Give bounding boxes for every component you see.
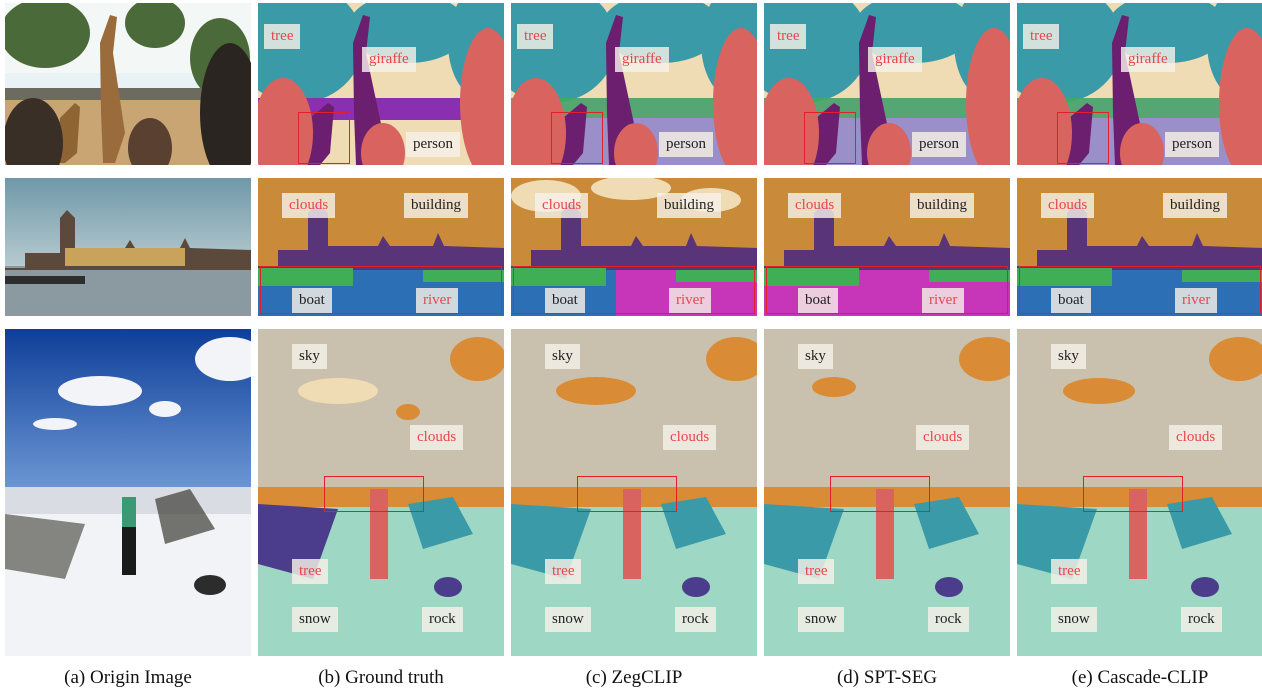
- label-snow-zegclip-rock: rock: [675, 607, 716, 632]
- label-snow-gt-tree: tree: [292, 559, 329, 584]
- highlight-box-snow-sptseg: [830, 476, 930, 512]
- highlight-box-london-gt: [260, 266, 502, 314]
- label-london-zegclip-building: building: [657, 193, 722, 218]
- label-london-cascade-river: river: [1175, 288, 1218, 313]
- label-snow-cascade-clouds: clouds: [1169, 425, 1223, 450]
- label-snow-sptseg-tree: tree: [798, 559, 835, 584]
- label-snow-cascade-tree: tree: [1051, 559, 1088, 584]
- origin-snow-image: [5, 329, 251, 656]
- highlight-box-giraffe-gt: [298, 112, 350, 164]
- highlight-box-london-cascade: [1019, 266, 1261, 314]
- label-snow-sptseg-clouds: clouds: [916, 425, 970, 450]
- caption-zegclip: (c) ZegCLIP: [585, 667, 683, 688]
- label-snow-gt-snow: snow: [292, 607, 338, 632]
- label-london-zegclip-boat: boat: [545, 288, 585, 313]
- label-snow-zegclip-snow: snow: [545, 607, 591, 632]
- gt-giraffe-image: [258, 3, 504, 165]
- sptseg-giraffe-image: [764, 3, 1010, 165]
- label-giraffe-sptseg-person: person: [912, 132, 966, 157]
- label-giraffe-cascade-person: person: [1165, 132, 1219, 157]
- origin-giraffe-image: [5, 3, 251, 165]
- label-giraffe-sptseg-giraffe: giraffe: [868, 47, 922, 72]
- highlight-box-snow-cascade: [1083, 476, 1183, 512]
- label-snow-zegclip-sky: sky: [545, 344, 580, 369]
- origin-london-image: [5, 178, 251, 316]
- label-london-zegclip-river: river: [669, 288, 712, 313]
- label-london-sptseg-river: river: [922, 288, 965, 313]
- label-giraffe-cascade-giraffe: giraffe: [1121, 47, 1175, 72]
- label-london-sptseg-building: building: [910, 193, 975, 218]
- caption-sptseg: (d) SPT-SEG: [836, 667, 938, 688]
- highlight-box-giraffe-zegclip: [551, 112, 603, 164]
- label-london-sptseg-clouds: clouds: [788, 193, 842, 218]
- label-london-zegclip-clouds: clouds: [535, 193, 589, 218]
- label-snow-gt-rock: rock: [422, 607, 463, 632]
- label-snow-gt-clouds: clouds: [410, 425, 464, 450]
- label-london-gt-building: building: [404, 193, 469, 218]
- label-london-gt-clouds: clouds: [282, 193, 336, 218]
- caption-ground-truth: (b) Ground truth: [318, 667, 444, 688]
- label-london-cascade-building: building: [1163, 193, 1228, 218]
- label-london-sptseg-boat: boat: [798, 288, 838, 313]
- label-giraffe-gt-person: person: [406, 132, 460, 157]
- label-giraffe-zegclip-giraffe: giraffe: [615, 47, 669, 72]
- highlight-box-giraffe-cascade: [1057, 112, 1109, 164]
- label-london-cascade-boat: boat: [1051, 288, 1091, 313]
- zegclip-snow-image: [511, 329, 757, 656]
- highlight-box-snow-zegclip: [577, 476, 677, 512]
- highlight-box-london-zegclip: [513, 266, 755, 314]
- label-snow-cascade-snow: snow: [1051, 607, 1097, 632]
- label-snow-zegclip-tree: tree: [545, 559, 582, 584]
- label-snow-gt-sky: sky: [292, 344, 327, 369]
- label-snow-cascade-rock: rock: [1181, 607, 1222, 632]
- label-snow-sptseg-snow: snow: [798, 607, 844, 632]
- label-snow-cascade-sky: sky: [1051, 344, 1086, 369]
- label-giraffe-gt-giraffe: giraffe: [362, 47, 416, 72]
- label-giraffe-zegclip-person: person: [659, 132, 713, 157]
- label-snow-zegclip-clouds: clouds: [663, 425, 717, 450]
- caption-cascade-clip: (e) Cascade-CLIP: [1071, 667, 1209, 688]
- label-snow-sptseg-sky: sky: [798, 344, 833, 369]
- highlight-box-giraffe-sptseg: [804, 112, 856, 164]
- label-london-cascade-clouds: clouds: [1041, 193, 1095, 218]
- highlight-box-london-sptseg: [766, 266, 1008, 314]
- label-giraffe-gt-tree: tree: [264, 24, 301, 49]
- highlight-box-snow-gt: [324, 476, 424, 512]
- label-london-gt-boat: boat: [292, 288, 332, 313]
- label-giraffe-cascade-tree: tree: [1023, 24, 1060, 49]
- label-giraffe-sptseg-tree: tree: [770, 24, 807, 49]
- caption-origin: (a) Origin Image: [64, 667, 192, 688]
- label-london-gt-river: river: [416, 288, 459, 313]
- label-snow-sptseg-rock: rock: [928, 607, 969, 632]
- label-giraffe-zegclip-tree: tree: [517, 24, 554, 49]
